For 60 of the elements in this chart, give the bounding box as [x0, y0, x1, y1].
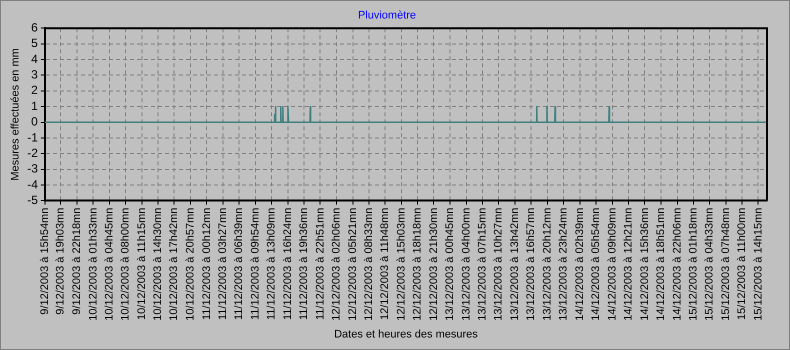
x-axis-title: Dates et heures des mesures — [334, 328, 478, 340]
x-tick-label: 12/12/2003 à 21h30mn — [428, 208, 440, 321]
y-tick-label: 3 — [31, 68, 38, 82]
x-tick-label: 13/12/2003 à 00h45mn — [444, 208, 456, 321]
x-tick-label: 10/12/2003 à 20h57mn — [184, 208, 196, 321]
x-tick-label: 11/12/2003 à 00h12mn — [200, 208, 213, 320]
x-tick-label: 14/12/2003 à 15h36mn — [638, 208, 651, 321]
x-tick-label: 11/12/2003 à 09h54mn — [249, 208, 262, 320]
x-tick-label: 15/12/2003 à 07h48mn — [720, 208, 732, 321]
x-tick-label: 10/12/2003 à 08h00mn — [120, 208, 132, 321]
x-tick-label: 15/12/2003 à 14h15mn — [752, 208, 764, 321]
y-axis-title: Mesures effectuées en mm — [10, 48, 22, 181]
y-tick-label: 1 — [31, 98, 38, 113]
x-tick-label: 9/12/2003 à 22h18mn — [70, 208, 83, 315]
y-tick-label: -4 — [27, 177, 38, 192]
x-tick-label: 12/12/2003 à 18h18mn — [412, 208, 424, 321]
x-tick-label: 14/12/2003 à 05h54mn — [590, 208, 602, 321]
x-tick-label: 12/12/2003 à 11h48mn — [379, 208, 392, 320]
x-tick-label: 14/12/2003 à 18h51mn — [655, 208, 668, 321]
x-tick-label: 13/12/2003 à 10h27mn — [492, 208, 505, 321]
x-tick-label: 10/12/2003 à 17h42mn — [168, 208, 180, 321]
x-tick-label: 11/12/2003 à 16h24mn — [282, 208, 294, 320]
x-tick-label: 11/12/2003 à 13h09mn — [266, 208, 278, 320]
x-tick-label: 13/12/2003 à 20h12mn — [542, 208, 554, 321]
x-tick-label: 10/12/2003 à 01h33mn — [87, 208, 100, 321]
x-tick-label: 13/12/2003 à 16h57mn — [525, 208, 538, 321]
y-tick-label: 2 — [31, 83, 38, 98]
x-tick-label: 10/12/2003 à 11h15mn — [136, 208, 148, 320]
x-tick-label: 12/12/2003 à 08h33mn — [362, 208, 375, 321]
y-tick-label: -2 — [27, 146, 38, 160]
x-tick-label: 10/12/2003 à 14h30mn — [152, 208, 164, 321]
x-tick-label: 15/12/2003 à 11h00mn — [736, 208, 748, 320]
y-tick-label: 4 — [31, 52, 38, 66]
x-tick-label: 9/12/2003 à 15h54mn — [38, 208, 51, 315]
y-tick-label: -3 — [27, 162, 38, 176]
x-tick-label: 13/12/2003 à 13h42mn — [508, 208, 521, 321]
x-tick-label: 13/12/2003 à 07h15mn — [476, 208, 489, 321]
x-tick-label: 12/12/2003 à 05h21mn — [346, 208, 359, 321]
y-tick-label: -1 — [27, 130, 38, 144]
y-tick-label: -5 — [27, 192, 38, 207]
x-tick-label: 15/12/2003 à 04h33mn — [704, 208, 716, 321]
x-tick-label: 11/12/2003 à 22h51mn — [314, 208, 326, 320]
x-tick-label: 12/12/2003 à 02h06mn — [330, 208, 343, 321]
chart-title: Pluviomètre — [358, 10, 416, 22]
x-tick-label: 9/12/2003 à 19h03mn — [54, 208, 67, 315]
x-tick-label: 14/12/2003 à 09h09mn — [606, 208, 618, 321]
x-tick-label: 15/12/2003 à 01h18mn — [687, 208, 700, 321]
x-tick-label: 13/12/2003 à 04h00mn — [460, 208, 472, 321]
x-tick-label: 14/12/2003 à 12h21mn — [622, 208, 634, 321]
x-tick-label: 11/12/2003 à 19h36mn — [298, 208, 310, 320]
x-tick-label: 14/12/2003 à 22h06mn — [671, 208, 684, 321]
x-tick-label: 10/12/2003 à 04h45mn — [103, 208, 116, 321]
x-tick-label: 12/12/2003 à 15h03mn — [395, 208, 408, 321]
y-tick-label: 6 — [31, 20, 38, 35]
x-tick-label: 11/12/2003 à 06h39mn — [233, 208, 246, 320]
y-tick-label: 5 — [31, 36, 38, 50]
x-tick-label: 11/12/2003 à 03h27mn — [217, 208, 230, 320]
y-tick-label: 0 — [31, 114, 38, 129]
x-tick-label: 14/12/2003 à 02h39mn — [574, 208, 586, 321]
x-tick-label: 13/12/2003 à 23h24mn — [558, 208, 570, 321]
